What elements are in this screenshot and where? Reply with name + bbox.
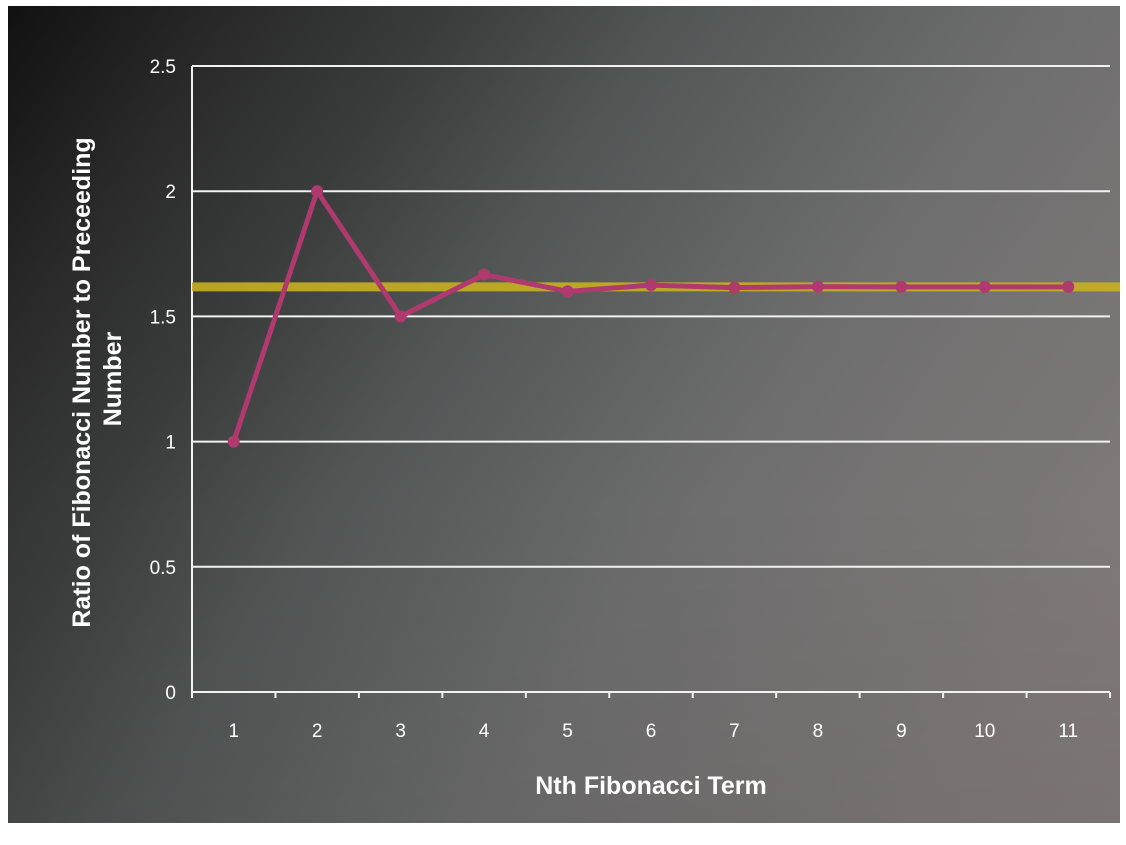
axes [191,66,1111,698]
data-point [811,280,824,293]
data-point [978,280,991,293]
y-tick-label: 1 [165,433,176,454]
data-point [645,279,657,292]
x-tick-label: 6 [646,721,657,742]
labels: 0 0.5 1 1.5 2 2.5 1 2 3 4 5 6 7 8 9 10 11 [150,57,1079,742]
x-tick-label: 5 [562,721,573,742]
y-tick-label: 0 [165,683,176,704]
y-tick-label: 0.5 [150,558,176,579]
y-axis-title-line-2: Number [99,332,127,427]
y-tick-label: 2.5 [150,57,176,78]
chart-frame: 0 0.5 1 1.5 2 2.5 1 2 3 4 5 6 7 8 9 10 11 Nth Fibonacci … [8,6,1120,823]
x-tick-label: 11 [1058,721,1078,742]
data-point [895,280,908,293]
data-point [478,268,491,281]
y-tick-label: 2 [165,182,176,203]
x-tick-label: 7 [729,721,740,742]
data-point [394,310,407,323]
y-axis-title: Ratio of Fibonacci Number to Preceeding … [68,130,127,627]
y-axis-title-line-1: Ratio of Fibonacci Number to Preceeding [68,137,96,627]
x-tick-label: 8 [813,721,824,742]
data-point [728,281,741,294]
data-point [311,185,324,198]
x-tick-label: 4 [479,721,490,742]
data-point [1062,280,1075,293]
x-axis-title: Nth Fibonacci Term [535,772,767,800]
gridlines [192,65,1110,568]
x-tick-label: 10 [974,721,995,742]
data-point [227,435,240,448]
x-tick-label: 1 [228,721,239,742]
series-layer [227,185,1075,448]
data-point [561,285,574,298]
x-tick-label: 3 [395,721,406,742]
y-tick-label: 1.5 [150,307,176,328]
x-tick-label: 2 [312,721,323,742]
fibonacci-ratio-chart: 0 0.5 1 1.5 2 2.5 1 2 3 4 5 6 7 8 9 10 11 Nth Fibonacci … [68,57,1120,800]
y-axis-title-text: Ratio of Fibonacci Number to Preceeding … [68,130,127,627]
x-tick-label: 9 [896,721,907,742]
